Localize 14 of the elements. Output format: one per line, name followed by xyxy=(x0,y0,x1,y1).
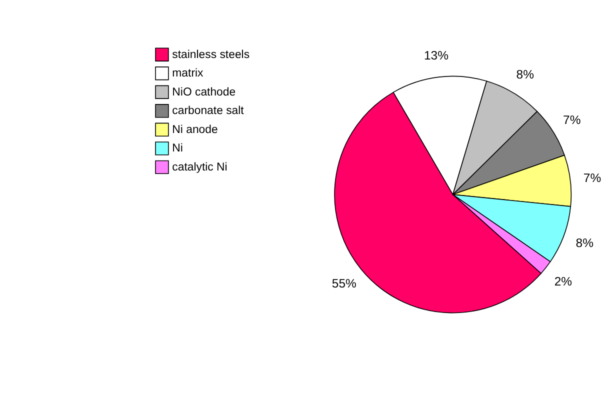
legend-label: Ni xyxy=(172,142,183,155)
data-label: 13% xyxy=(424,48,449,62)
data-label: 8% xyxy=(516,67,534,82)
legend-label: NiO cathode xyxy=(172,86,236,98)
legend-label: stainless steels xyxy=(172,48,250,61)
data-label: 55% xyxy=(332,276,357,290)
legend-label: matrix xyxy=(172,68,204,80)
data-label: 7% xyxy=(583,170,602,185)
data-label: 2% xyxy=(554,274,572,288)
data-label: 8% xyxy=(576,236,594,250)
legend-label: catalytic Ni xyxy=(172,161,228,174)
legend-label: Ni anode xyxy=(172,124,218,136)
data-label: 7% xyxy=(563,113,581,128)
legend-label: carbonate salt xyxy=(172,105,245,118)
